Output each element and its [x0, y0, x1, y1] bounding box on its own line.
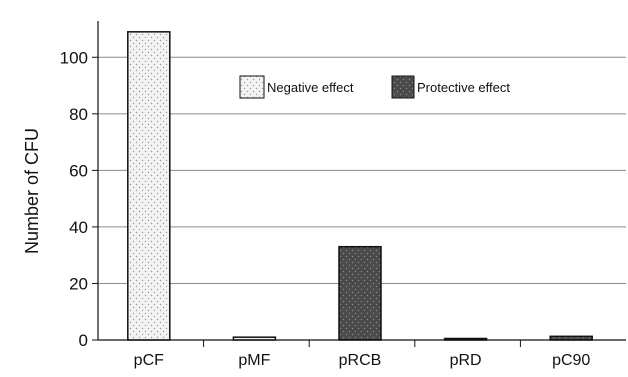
bars — [127, 31, 593, 341]
y-tick-label: 40 — [69, 218, 88, 237]
legend: Negative effect Protective effect — [239, 75, 510, 99]
legend-label-negative: Negative effect — [267, 80, 354, 95]
legend-swatch-negative — [239, 75, 265, 99]
legend-label-protective: Protective effect — [417, 80, 510, 95]
y-axis-title: Number of CFU — [22, 128, 42, 254]
y-tick-labels: 0 20 40 60 80 100 — [60, 48, 88, 350]
x-tick-label: pCF — [134, 352, 164, 369]
gridlines — [92, 56, 626, 341]
bar-pRCB — [338, 245, 382, 341]
bar-pCF — [127, 31, 171, 341]
y-tick-label: 60 — [69, 161, 88, 180]
y-tick-label: 100 — [60, 48, 88, 67]
x-tick-label: pRD — [450, 352, 482, 369]
x-tick-label: pMF — [238, 352, 270, 369]
axes — [97, 21, 626, 347]
y-tick-label: 80 — [69, 105, 88, 124]
y-tick-label: 0 — [79, 331, 88, 350]
legend-swatch-protective — [391, 75, 415, 99]
x-tick-label: pRCB — [339, 352, 382, 369]
x-tick-label: pC90 — [552, 352, 590, 369]
x-tick-labels: pCF pMF pRCB pRD pC90 — [134, 352, 591, 369]
y-tick-label: 20 — [69, 274, 88, 293]
